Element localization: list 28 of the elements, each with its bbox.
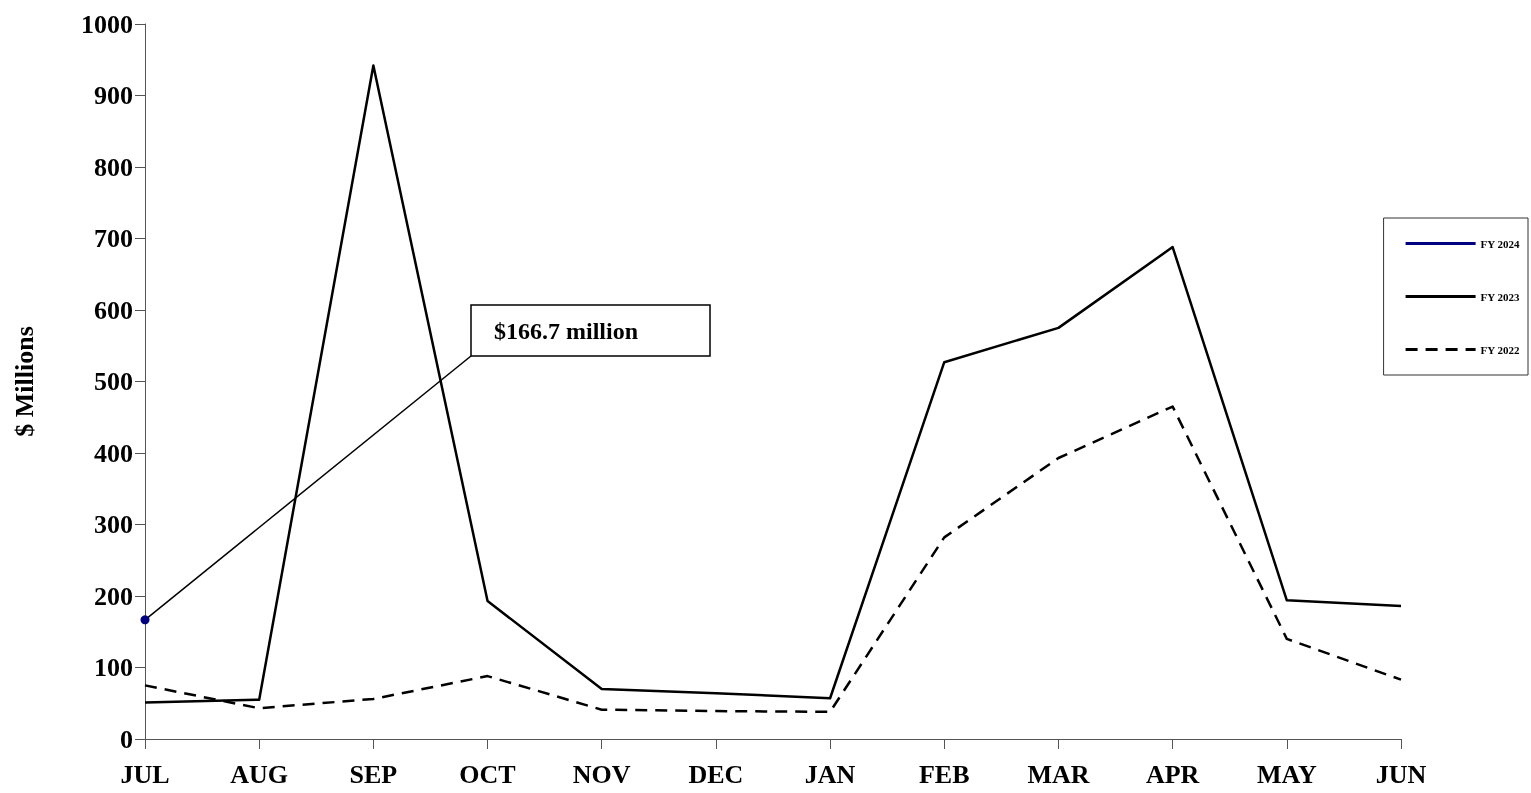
y-tick-label: 800 <box>94 152 133 182</box>
y-tick-label: 600 <box>94 295 133 325</box>
x-tick-label: NOV <box>572 759 631 789</box>
y-tick-label: 700 <box>94 224 133 253</box>
y-tick-label: 400 <box>94 438 133 468</box>
legend-label: FY 2024 <box>1480 237 1521 250</box>
y-tick-label: 900 <box>94 81 133 110</box>
y-axis-title: $ Millions <box>9 326 39 437</box>
x-tick-label: MAR <box>1027 759 1090 789</box>
x-tick-label: APR <box>1145 759 1200 789</box>
y-tick-label: 0 <box>120 724 133 754</box>
x-tick-label: SEP <box>349 759 398 789</box>
y-tick-label: 200 <box>94 581 133 611</box>
y-tick-label: 300 <box>94 510 133 539</box>
y-tick-label: 100 <box>94 653 133 682</box>
legend-label: FY 2023 <box>1480 290 1521 303</box>
x-tick-label: JAN <box>804 759 856 789</box>
y-tick-label: 500 <box>94 367 133 396</box>
x-tick-label: MAY <box>1256 759 1317 789</box>
x-tick-label: JUN <box>1375 759 1427 789</box>
x-tick-label: OCT <box>459 759 516 789</box>
x-tick-label: JUL <box>120 759 170 789</box>
legend-label: FY 2022 <box>1480 343 1521 356</box>
y-tick-label: 1000 <box>81 9 133 39</box>
annotation: $166.7 million <box>494 318 639 344</box>
x-tick-label: AUG <box>230 759 289 789</box>
x-tick-label: DEC <box>688 759 744 789</box>
x-tick-label: FEB <box>918 759 970 789</box>
